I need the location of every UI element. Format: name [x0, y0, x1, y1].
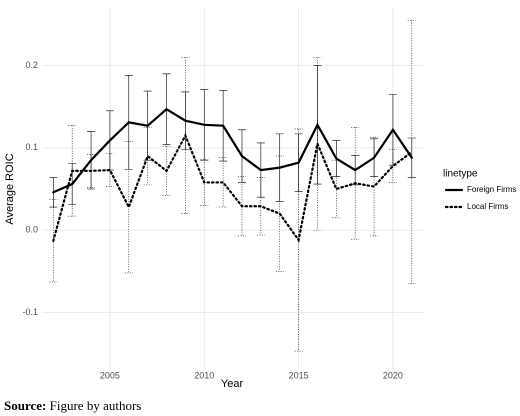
error-bar: [256, 177, 265, 236]
error-bar: [124, 140, 133, 274]
error-bar: [219, 157, 228, 208]
y-tick-label: 0.2: [25, 60, 38, 70]
series-line: [52, 107, 413, 194]
legend-label: Foreign Firms: [467, 185, 516, 194]
x-axis-label: Year: [221, 378, 244, 390]
y-tick-label: -0.1: [22, 307, 38, 317]
caption-text: Figure by authors: [49, 398, 142, 413]
y-axis-label: Average ROIC: [4, 153, 16, 224]
y-tick-label: 0.0: [25, 225, 38, 235]
error-bar: [313, 57, 322, 231]
caption-label: Source:: [4, 398, 47, 413]
legend-title: linetype: [443, 169, 478, 180]
chart: Year Average ROIC linetype -0.1 0.0 0.1 0.2…: [4, 8, 516, 390]
legend-label: Local Firms: [467, 202, 508, 211]
error-bar: [388, 149, 397, 183]
x-tick-label: 2005: [100, 370, 120, 380]
x-tick-label: 2010: [194, 370, 214, 380]
error-bar: [105, 153, 114, 187]
error-bar: [294, 128, 303, 352]
error-bar: [332, 159, 341, 219]
y-tick-label: 0.1: [25, 142, 38, 152]
series-line: [52, 132, 413, 243]
error-bar: [87, 154, 96, 188]
x-tick-label: 2015: [289, 370, 309, 380]
error-bar: [143, 126, 152, 186]
x-tick-label: 2020: [383, 370, 403, 380]
error-bar: [162, 145, 171, 196]
caption: Source: Figure by authors: [4, 398, 141, 414]
